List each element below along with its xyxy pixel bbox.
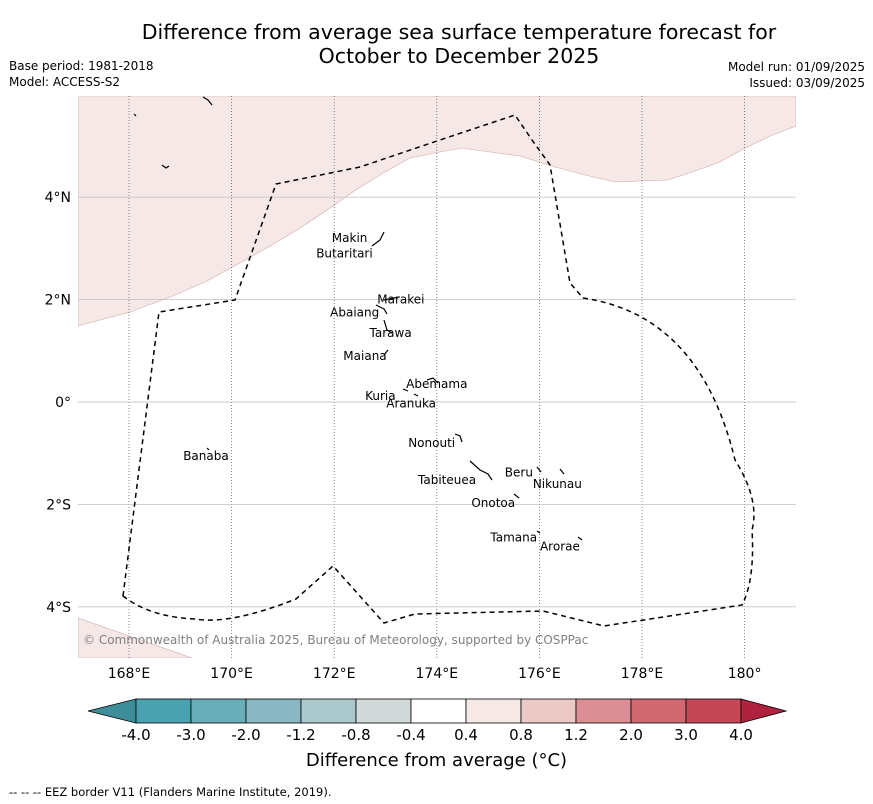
place-label: Beru [505,466,533,480]
colorbar-box [575,698,632,724]
island-shape [371,231,385,247]
lon-tick-label: 180° [728,666,762,682]
lat-tick-label: 0° [55,395,71,411]
place-label: Banaba [183,449,229,463]
lon-tick-label: 178°E [621,666,664,682]
place-label: Abemama [406,377,467,391]
lon-tick-label: 174°E [416,666,459,682]
place-label: Tabiteuea [417,473,476,487]
colorbar-box [465,698,522,724]
colorbar-box [410,698,467,724]
lon-tick-labels: 168°E 170°E 172°E 174°E 176°E 178°E 180° [108,666,762,682]
colorbar-box [630,698,687,724]
colorbar-tick-label: 3.0 [674,726,698,744]
place-label: Nonouti [408,436,455,450]
place-label: Makin [332,231,368,245]
colorbar-tick-label: 0.4 [454,726,478,744]
colorbar-box [135,698,192,724]
colorbar-box [300,698,357,724]
island-shape [133,113,137,117]
colorbar-tick-labels: -4.0 -3.0 -2.0 -1.2 -0.8 -0.4 0.4 0.8 1.2 2.0 3.0 4… [121,726,753,744]
place-label: Onotoa [471,496,515,510]
colorbar-tick-label: 1.2 [564,726,588,744]
island-shape [536,530,541,534]
island-shape [383,349,389,356]
meta-right: Model run: 01/09/2025 Issued: 03/09/2025 [728,59,865,91]
colorbar-extend-high [740,698,788,724]
island-shape [469,460,493,481]
base-period: Base period: 1981-2018 [9,59,154,73]
island-shape [413,393,419,397]
chart-title: Difference from average sea surface temp… [141,20,777,68]
colorbar-box [520,698,577,724]
island-shape [383,319,393,334]
place-label: Kuria [365,389,396,403]
colorbar-box [190,698,247,724]
colorbar-boxes [87,698,788,724]
issued-date: Issued: 03/09/2025 [749,76,865,90]
colorbar-tick-label: -1.2 [286,726,315,744]
lat-tick-label: 4°S [46,600,71,616]
colorbar-tick-label: -0.4 [396,726,425,744]
colorbar-box [355,698,412,724]
colorbar-extend-low [87,698,137,724]
island-shape [577,536,583,541]
colorbar-tick-label: -2.0 [231,726,260,744]
place-label: Nikunau [533,477,582,491]
colorbar-tick-label: -0.8 [341,726,370,744]
lon-tick-label: 168°E [108,666,151,682]
colorbar-tick-label: 4.0 [729,726,753,744]
colorbar-tick-label: 0.8 [509,726,533,744]
island-shape [206,447,210,451]
lon-tick-label: 172°E [313,666,356,682]
colorbar: -4.0 -3.0 -2.0 -1.2 -0.8 -0.4 0.4 0.8 1.2 2.0 3.0 4… [87,698,788,744]
eez-footnote: -- -- -- EEZ border V11 (Flanders Marine… [9,785,332,799]
island-shape [536,466,542,473]
island-shape [383,296,400,301]
lat-tick-label: 4°N [45,190,71,206]
anomaly-region-south [78,617,193,658]
place-label: Marakei [377,293,424,307]
place-label: Aranuka [386,397,436,411]
lon-tick-label: 176°E [518,666,561,682]
island-shape [513,493,520,499]
gridlines [78,96,796,658]
lat-tick-labels: 4°N 2°N 0° 2°S 4°S [45,190,72,616]
island-shape [454,433,463,443]
copyright-notice: © Commonwealth of Australia 2025, Bureau… [83,633,588,647]
place-label: Arorae [540,539,580,553]
place-label: Abaiang [330,305,379,319]
colorbar-box [245,698,302,724]
place-label: Maiana [343,349,386,363]
colorbar-tick-label: -4.0 [121,726,150,744]
meta-left: Base period: 1981-2018 Model: ACCESS-S2 [9,58,154,90]
place-label: Butaritari [316,247,373,261]
model-name: Model: ACCESS-S2 [9,75,121,89]
island-shape [426,377,439,384]
lat-tick-label: 2°S [46,497,71,513]
place-label: Tamana [489,531,537,545]
island-shape [202,96,213,106]
colorbar-box [685,698,742,724]
anomaly-region-north [78,96,796,327]
lon-tick-label: 170°E [210,666,253,682]
island-shape [559,468,565,475]
colorbar-label: Difference from average (°C) [305,750,568,771]
lat-tick-label: 2°N [45,293,71,309]
islands [133,96,583,541]
colorbar-tick-label: -3.0 [176,726,205,744]
model-run: Model run: 01/09/2025 [727,60,865,74]
place-label: Tarawa [369,326,412,340]
colorbar-tick-label: 2.0 [619,726,643,744]
island-shape [402,388,409,392]
island-shape [375,304,388,315]
island-shape [161,164,170,169]
